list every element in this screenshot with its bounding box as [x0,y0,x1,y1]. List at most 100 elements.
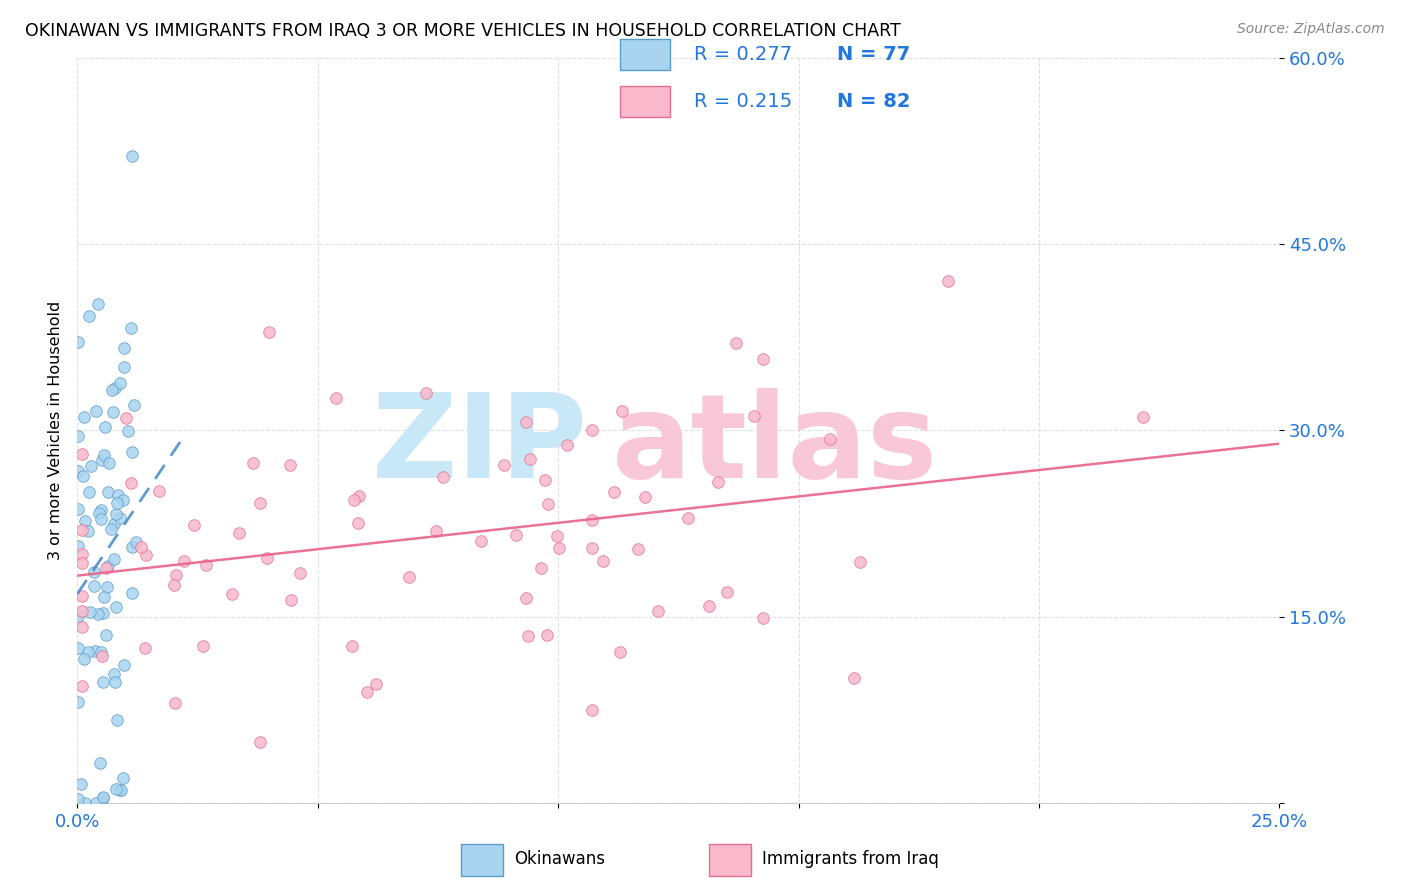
Point [415,386,437,401]
Point [165,568,187,582]
Point [121,586,143,600]
Point [515,415,537,429]
Point [546,529,568,543]
Point [356,685,378,699]
Point [110,783,132,797]
Point [134,548,156,562]
Point [519,452,541,467]
Y-axis label: 3 or more Vehicles in Household: 3 or more Vehicles in Household [48,301,63,560]
Text: Okinawans: Okinawans [515,849,606,868]
Point [134,640,156,655]
Point [98,456,121,470]
Point [108,376,131,390]
Point [70,548,93,562]
Point [195,558,218,573]
Point [104,675,127,690]
Point [534,473,557,487]
Point [257,325,280,339]
Point [93,419,115,434]
Point [120,476,142,491]
Point [108,510,131,524]
Point [77,309,100,323]
Point [91,675,114,690]
Point [107,488,129,502]
Text: OKINAWAN VS IMMIGRANTS FROM IRAQ 3 OR MORE VEHICLES IN HOUSEHOLD CORRELATION CHA: OKINAWAN VS IMMIGRANTS FROM IRAQ 3 OR MO… [25,22,901,40]
Point [90,512,112,526]
Point [725,335,748,350]
Point [112,359,135,374]
Point [120,321,142,335]
Point [70,604,93,618]
Point [678,511,700,525]
Point [610,404,633,418]
Point [73,514,96,528]
Point [751,352,773,367]
Point [627,541,650,556]
Point [647,604,669,618]
Point [70,589,93,603]
Point [70,447,93,461]
Point [183,518,205,533]
Point [100,522,122,536]
Point [278,458,301,473]
Point [530,561,553,575]
FancyBboxPatch shape [620,39,671,70]
Point [73,796,96,810]
Point [163,578,186,592]
Point [103,516,125,531]
Point [936,274,959,288]
Point [66,695,89,709]
Point [221,587,243,601]
Point [536,628,558,642]
Point [536,497,558,511]
Point [515,591,537,606]
Point [609,645,631,659]
Point [87,607,110,621]
Point [249,496,271,510]
Point [707,475,730,490]
Point [603,484,626,499]
Point [70,777,93,791]
Point [581,513,603,527]
Point [547,541,569,555]
Point [343,492,366,507]
Point [77,484,100,499]
Point [191,639,214,653]
Point [89,756,111,771]
Point [346,516,368,531]
Point [90,503,112,517]
Point [97,485,120,500]
Point [70,679,93,693]
Point [79,605,101,619]
Point [148,484,170,499]
Point [77,524,100,538]
Point [121,540,143,554]
Point [112,657,135,672]
Point [80,459,103,474]
Point [70,523,93,537]
Point [66,640,89,655]
Point [742,409,765,423]
Point [517,629,540,643]
Point [112,341,135,355]
Point [91,790,114,805]
Point [91,648,114,663]
Point [105,713,128,727]
Point [66,608,89,623]
Point [121,445,143,459]
Point [84,404,107,418]
Point [105,781,128,796]
Text: atlas: atlas [612,388,939,503]
Point [90,645,112,659]
Point [115,411,138,425]
Text: Immigrants from Iraq: Immigrants from Iraq [762,849,939,868]
Point [117,425,139,439]
Point [752,610,775,624]
Point [93,590,115,604]
Point [70,556,93,570]
Point [94,628,117,642]
Point [93,448,115,462]
Point [70,620,93,634]
FancyBboxPatch shape [709,844,751,876]
Point [72,652,94,666]
